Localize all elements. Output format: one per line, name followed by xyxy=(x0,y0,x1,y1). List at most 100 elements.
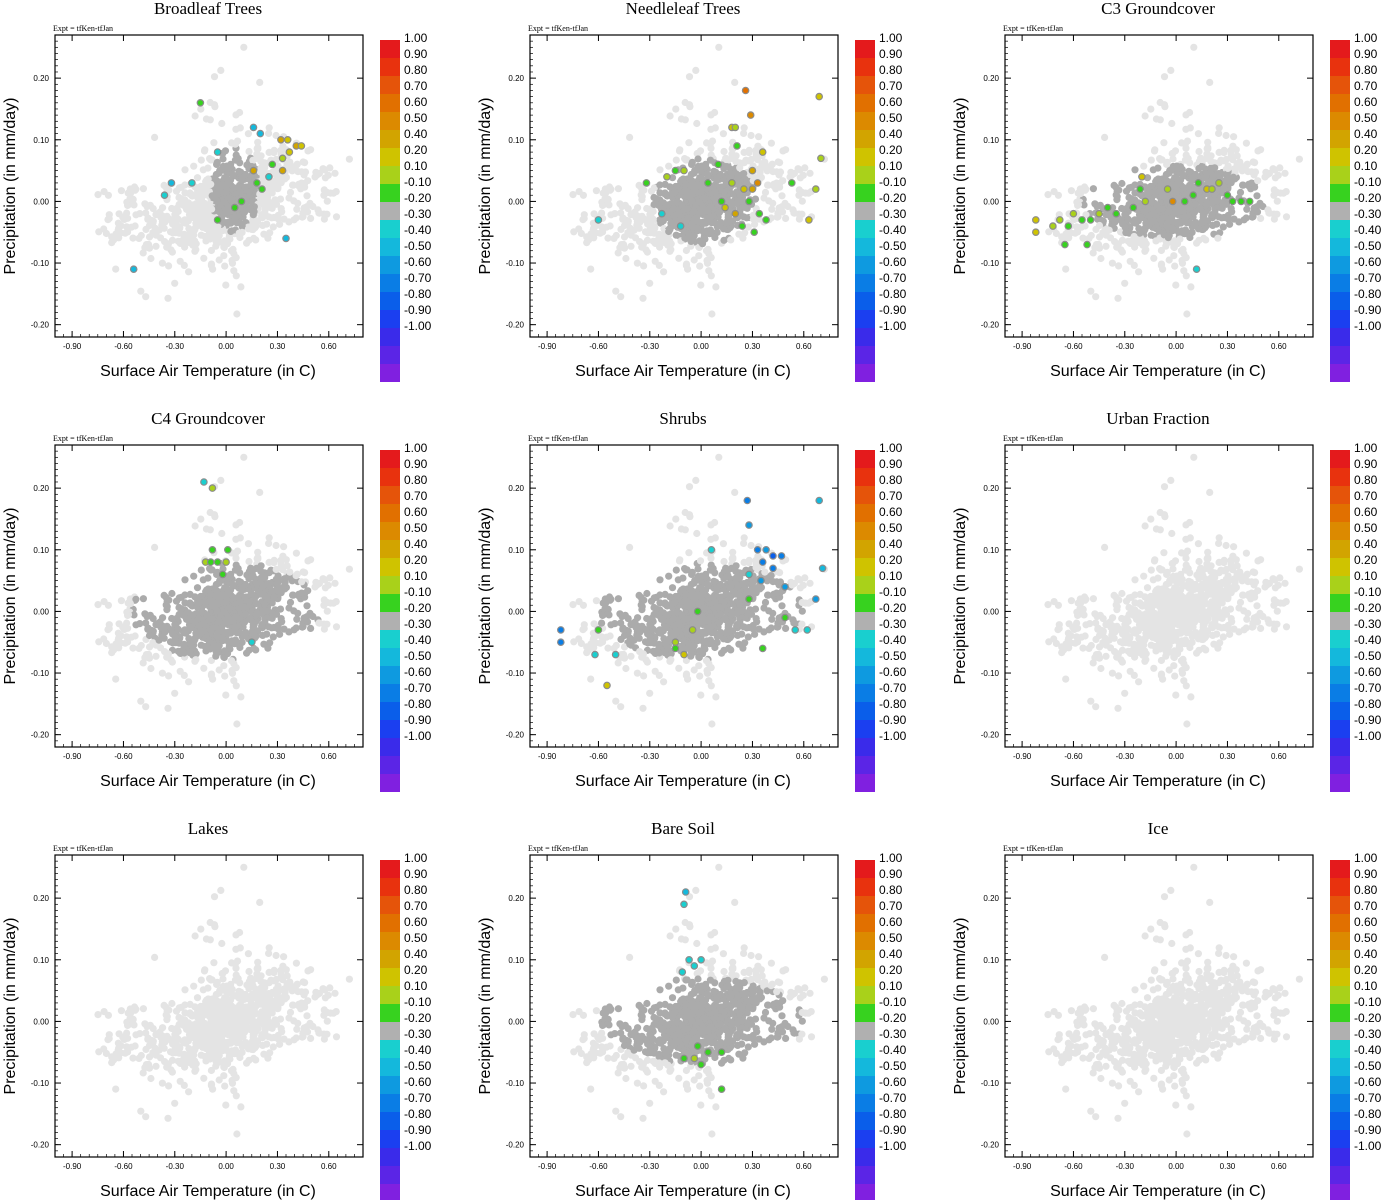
scatter-point xyxy=(1124,215,1132,223)
colorbar-label: -0.70 xyxy=(1354,271,1382,285)
scatter-point xyxy=(323,607,331,615)
scatter-point xyxy=(627,242,635,250)
scatter-point xyxy=(245,557,253,566)
scatter-point xyxy=(147,254,155,263)
scatter-point xyxy=(276,605,285,613)
scatter-point xyxy=(1248,179,1256,187)
colorbar-swatch xyxy=(855,166,875,184)
scatter-point xyxy=(207,656,215,665)
highlight-point xyxy=(1138,173,1146,181)
scatter-point xyxy=(224,618,232,626)
scatter-point xyxy=(696,237,704,245)
scatter-point xyxy=(208,205,216,213)
scatter-point xyxy=(626,543,634,552)
colorbar-swatch xyxy=(855,58,875,76)
scatter-point xyxy=(767,139,776,147)
scatter-point xyxy=(712,693,720,701)
scatter-point xyxy=(669,219,677,227)
colorbar-label: 0.70 xyxy=(1354,79,1378,93)
scatter-point xyxy=(272,541,280,550)
highlight-point xyxy=(1180,197,1189,206)
scatter-point xyxy=(643,658,652,666)
scatter-point xyxy=(711,188,719,196)
colorbar-label: 0.90 xyxy=(404,47,428,61)
scatter-point xyxy=(1127,195,1136,203)
scatter-point xyxy=(1118,179,1126,188)
scatter-point xyxy=(112,265,120,273)
scatter-point xyxy=(776,569,784,577)
scatter-point xyxy=(164,294,172,302)
scatter-point xyxy=(130,611,138,619)
scatter-point xyxy=(1180,250,1188,258)
scatter-point xyxy=(246,206,254,214)
scatter-point xyxy=(1136,239,1144,247)
colorbar-label: -0.50 xyxy=(879,239,907,253)
scatter-point xyxy=(788,581,796,589)
scatter-point xyxy=(203,201,211,209)
scatter-point xyxy=(293,205,301,213)
scatter-point xyxy=(145,221,154,230)
colorbar: 1.000.900.800.700.600.500.400.200.10-0.1… xyxy=(1330,31,1382,382)
scatter-point xyxy=(177,605,186,613)
colorbar-swatch xyxy=(380,166,400,184)
scatter-point xyxy=(190,162,198,170)
scatter-point xyxy=(1143,174,1152,182)
scatter-point xyxy=(200,627,208,635)
scatter-point xyxy=(1171,147,1180,155)
colorbar-swatch xyxy=(1330,94,1350,112)
highlight-point xyxy=(815,92,824,101)
scatter-point xyxy=(213,189,221,197)
scatter-point xyxy=(677,115,686,123)
highlight-point xyxy=(805,216,813,224)
scatter-point xyxy=(126,600,134,608)
scatter-point xyxy=(230,184,238,192)
y-tick-label: 0.20 xyxy=(33,74,49,83)
scatter-point xyxy=(268,214,276,222)
scatter-point xyxy=(214,644,222,652)
scatter-point xyxy=(197,515,205,523)
colorbar-swatch xyxy=(1330,184,1350,202)
scatter-point xyxy=(232,521,240,529)
scatter-point xyxy=(145,631,154,640)
scatter-point xyxy=(732,562,740,570)
highlight-point xyxy=(748,166,757,175)
highlight-point xyxy=(1083,240,1091,249)
scatter-point xyxy=(210,73,219,81)
scatter-point xyxy=(265,580,273,588)
scatter-point xyxy=(1186,124,1194,132)
highlight-point xyxy=(733,142,741,150)
scatter-point xyxy=(778,602,786,610)
scatter-point xyxy=(191,112,199,120)
scatter-point xyxy=(215,207,223,215)
scatter-point xyxy=(303,613,311,621)
colorbar-label: -0.20 xyxy=(404,601,432,615)
scatter-point xyxy=(1095,233,1104,241)
scatter-point xyxy=(274,574,282,583)
scatter-point xyxy=(806,169,814,177)
scatter-point xyxy=(162,183,170,192)
scatter-point xyxy=(222,188,230,197)
scatter-point xyxy=(640,262,648,270)
scatter-point xyxy=(649,215,657,223)
scatter-point xyxy=(710,577,718,585)
scatter-point xyxy=(675,664,683,672)
highlight-point xyxy=(731,123,740,132)
scatter-point xyxy=(1159,214,1167,222)
scatter-point xyxy=(579,601,588,609)
scatter-point xyxy=(1216,229,1224,237)
scatter-point xyxy=(1131,166,1139,174)
scatter-point xyxy=(607,211,615,219)
colorbar-swatch xyxy=(1330,58,1350,76)
colorbar-label: -0.40 xyxy=(404,223,432,237)
highlight-point xyxy=(167,179,176,187)
scatter-point xyxy=(1111,238,1119,246)
scatter-point xyxy=(149,615,157,623)
scatter-point xyxy=(1115,262,1123,270)
scatter-point xyxy=(217,476,225,484)
colorbar-swatch xyxy=(380,612,400,630)
scatter-point xyxy=(655,200,663,208)
colorbar-swatch xyxy=(380,522,400,540)
scatter-point xyxy=(665,162,673,170)
